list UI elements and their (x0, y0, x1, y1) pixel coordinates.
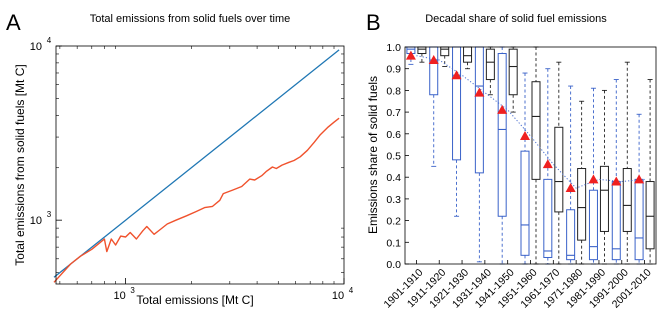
panel-b-box (588, 189, 598, 261)
panel-a-x-tick-label: 10 (113, 290, 125, 302)
panel-b-y-tick-label: 0.6 (386, 129, 401, 141)
panel-b-title: Decadal share of solid fuel emissions (425, 13, 607, 25)
panel-b-box (520, 150, 530, 256)
panel-a-y-tick-exponent: 3 (47, 210, 52, 219)
panel-b-y-axis-label: Emissions share of solid fuels (366, 76, 380, 234)
panel-b-box (474, 46, 484, 174)
panel-a-plot-area: 10 3 10 4 10 3 10 4 (30, 36, 354, 302)
panel-b-box (508, 48, 518, 96)
panel-b-mean-marker (497, 104, 508, 114)
panel-a-letter: A (6, 10, 21, 35)
panel-b-y-tick-label: 0.7 (386, 107, 401, 119)
panel-a-series-line-1 (53, 49, 340, 278)
panel-b-y-tick-label: 1.0 (386, 42, 401, 54)
panel-b-mean-trend-line (416, 55, 645, 189)
panel-a-series-line-2 (53, 117, 340, 283)
panel-b-plot-area: 0.00.10.20.30.40.50.60.70.80.91.01901-19… (382, 42, 655, 311)
panel-b-box (440, 46, 450, 57)
panel-b-box (611, 181, 621, 261)
panel-a-y-tick-label: 10 (30, 41, 42, 53)
panel-b-box (463, 46, 473, 63)
panel-b-y-tick-label: 0.1 (386, 237, 401, 249)
panel-b-axes-frame (404, 46, 657, 265)
panel-b-y-tick-label: 0.5 (386, 151, 401, 163)
panel-b-letter: B (366, 10, 381, 35)
panel-a-y-axis-label: Total emissions from solid fuels [Mt C] (13, 64, 27, 265)
panel-a-y-tick-exponent: 4 (47, 36, 52, 45)
panel-b-box (452, 46, 462, 161)
panel-b-mean-marker (634, 174, 645, 184)
panel-b-box (599, 165, 609, 232)
panel-a-x-tick-label: 10 (332, 290, 344, 302)
panel-a-x-tick-exponent: 3 (130, 286, 135, 295)
panel-a-axes-frame (55, 45, 345, 285)
panel-b-mean-marker (474, 87, 485, 97)
panel-b-box (531, 81, 541, 180)
panel-b-box (634, 178, 644, 261)
panel-b-box (497, 53, 507, 217)
panel-b-mean-marker (405, 50, 416, 60)
panel-a-x-axis-label: Total emissions [Mt C] (136, 293, 253, 307)
panel-a-x-tick-exponent: 4 (349, 286, 354, 295)
panel-b-box (543, 178, 553, 258)
panel-b-y-tick-label: 0.4 (386, 172, 401, 184)
panel-b: B Decadal share of solid fuel emissions … (366, 10, 657, 311)
panel-b-mean-marker (451, 70, 462, 80)
panel-b-box (645, 181, 655, 250)
panel-b-box (577, 168, 587, 241)
panel-b-mean-marker (588, 174, 599, 184)
panel-b-box (566, 209, 576, 261)
panel-b-box (622, 168, 632, 232)
panel-b-mean-marker (611, 176, 622, 186)
panel-b-y-tick-label: 0.2 (386, 216, 401, 228)
panel-a-y-tick-label: 10 (30, 215, 42, 227)
panel-b-mean-marker (565, 183, 576, 193)
panel-a-title: Total emissions from solid fuels over ti… (90, 13, 291, 25)
panel-b-y-tick-label: 0.8 (386, 85, 401, 97)
panel-b-box (417, 46, 427, 55)
panel-b-box (485, 48, 495, 81)
panel-b-box (429, 46, 439, 96)
panel-b-mean-marker (428, 55, 439, 65)
panel-b-y-tick-label: 0.3 (386, 194, 401, 206)
panel-a: A Total emissions from solid fuels over … (6, 10, 354, 307)
panel-b-box (554, 126, 564, 213)
panel-b-mean-marker (520, 130, 530, 140)
panel-b-y-tick-label: 0.9 (386, 64, 401, 76)
panel-b-mean-marker (542, 159, 553, 169)
panel-b-y-tick-label: 0.0 (386, 259, 401, 271)
